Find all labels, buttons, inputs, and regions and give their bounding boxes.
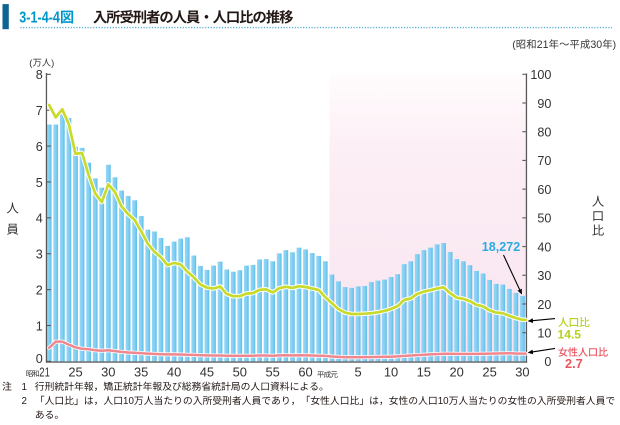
svg-text:10: 10 bbox=[438, 396, 449, 407]
svg-text:4: 4 bbox=[36, 212, 43, 226]
svg-text:60: 60 bbox=[537, 183, 551, 197]
svg-text:5: 5 bbox=[355, 364, 362, 379]
svg-text:80: 80 bbox=[537, 126, 551, 140]
svg-text:(: ( bbox=[29, 57, 33, 68]
svg-text:40: 40 bbox=[167, 364, 181, 379]
svg-text:0: 0 bbox=[36, 352, 43, 366]
svg-text:(: ( bbox=[512, 39, 516, 51]
svg-text:21: 21 bbox=[39, 364, 50, 379]
svg-text:1: 1 bbox=[22, 382, 27, 393]
svg-text:15: 15 bbox=[417, 364, 431, 379]
svg-text:18,272: 18,272 bbox=[482, 240, 521, 254]
svg-text:20: 20 bbox=[537, 298, 551, 312]
svg-text:30: 30 bbox=[590, 39, 602, 51]
svg-text:): ) bbox=[51, 57, 54, 68]
svg-text:35: 35 bbox=[134, 364, 148, 379]
svg-text:6: 6 bbox=[36, 140, 43, 154]
svg-text:30: 30 bbox=[101, 364, 115, 379]
svg-text:25: 25 bbox=[68, 364, 82, 379]
svg-text:0: 0 bbox=[544, 355, 551, 369]
svg-text:70: 70 bbox=[537, 154, 551, 168]
svg-text:14.5: 14.5 bbox=[558, 328, 582, 342]
svg-text:3-1-4-4: 3-1-4-4 bbox=[19, 9, 60, 26]
svg-text:30: 30 bbox=[537, 269, 551, 283]
svg-text:3: 3 bbox=[36, 248, 43, 262]
svg-text:8: 8 bbox=[36, 68, 43, 82]
svg-text:45: 45 bbox=[200, 364, 214, 379]
svg-text:100: 100 bbox=[530, 68, 551, 82]
svg-text:60: 60 bbox=[298, 364, 312, 379]
svg-text:55: 55 bbox=[266, 364, 280, 379]
svg-text:30: 30 bbox=[515, 364, 529, 379]
svg-text:2: 2 bbox=[36, 283, 43, 297]
svg-text:25: 25 bbox=[482, 364, 496, 379]
svg-text:2.7: 2.7 bbox=[565, 356, 583, 371]
svg-text:50: 50 bbox=[233, 364, 247, 379]
svg-text:7: 7 bbox=[36, 104, 43, 118]
svg-text:5: 5 bbox=[36, 176, 43, 190]
svg-text:): ) bbox=[613, 39, 617, 51]
svg-text:21: 21 bbox=[537, 39, 549, 51]
svg-text:1: 1 bbox=[36, 319, 43, 333]
svg-text:10: 10 bbox=[384, 364, 398, 379]
svg-text:50: 50 bbox=[537, 212, 551, 226]
svg-text:10: 10 bbox=[537, 327, 551, 341]
svg-text:2: 2 bbox=[22, 396, 27, 407]
svg-text:20: 20 bbox=[450, 364, 464, 379]
svg-text:40: 40 bbox=[537, 240, 551, 254]
svg-text:10: 10 bbox=[123, 396, 134, 407]
svg-text:90: 90 bbox=[537, 97, 551, 111]
